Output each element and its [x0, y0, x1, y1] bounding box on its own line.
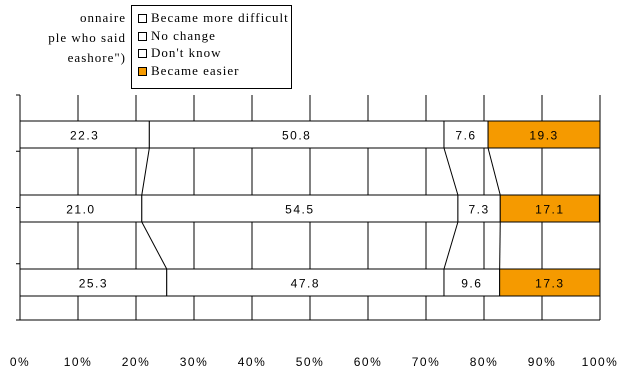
- bar-0-0: [19, 120, 150, 149]
- legend-swatch-easier: [138, 66, 147, 76]
- bar-0-1: [148, 120, 445, 149]
- legend-swatch-more-difficult: [138, 14, 147, 23]
- bar-label-0-0: 22.3: [70, 129, 99, 143]
- bar-label-0-1: 50.8: [282, 129, 311, 143]
- bar-label-1-1: 54.5: [285, 203, 314, 217]
- x-tick-label-9: 90%: [528, 355, 557, 369]
- bar-label-1-3: 17.1: [535, 203, 564, 217]
- legend-label-easier: Became easier: [151, 62, 240, 78]
- x-tick-label-2: 20%: [122, 355, 151, 369]
- x-tick-label-8: 80%: [470, 355, 499, 369]
- bar-2-1: [166, 268, 445, 297]
- bar-label-2-1: 47.8: [291, 277, 320, 291]
- bar-label-2-0: 25.3: [79, 277, 108, 291]
- connector-1-1: [141, 221, 168, 270]
- legend-swatch-no-change: [138, 31, 147, 41]
- connector-0-1: [141, 147, 150, 196]
- bar-label-2-2: 9.6: [461, 277, 482, 291]
- legend: Became more difficult No change Don't kn…: [131, 5, 292, 89]
- bar-label-0-3: 19.3: [529, 129, 558, 143]
- bar-1-0: [19, 194, 143, 223]
- legend-label-more-difficult: Became more difficult: [151, 10, 289, 25]
- legend-item-dont-know: Don't know: [138, 44, 291, 62]
- bar-2-0: [19, 268, 168, 297]
- legend-item-no-change: No change: [138, 27, 291, 45]
- bar-label-0-2: 7.6: [455, 129, 476, 143]
- connector-0-3: [487, 147, 501, 196]
- x-tick-label-6: 60%: [354, 355, 383, 369]
- x-tick-label-1: 10%: [64, 355, 93, 369]
- legend-item-more-difficult: Became more difficult: [138, 9, 291, 27]
- bar-0-3: [487, 120, 601, 149]
- connector-1-3: [499, 221, 501, 270]
- legend-swatch-dont-know: [138, 49, 147, 58]
- legend-item-easier: Became easier: [138, 62, 291, 80]
- note-line-1: onnaire: [80, 10, 126, 25]
- connector-0-2: [443, 147, 459, 196]
- bar-label-1-2: 7.3: [468, 203, 489, 217]
- x-tick-label-3: 30%: [180, 355, 209, 369]
- note-line-3: eashore"): [67, 50, 126, 65]
- legend-label-dont-know: Don't know: [151, 45, 222, 60]
- x-tick-label-0: 0%: [10, 355, 30, 369]
- x-tick-label-5: 50%: [296, 355, 325, 369]
- bar-label-2-3: 17.3: [535, 277, 564, 291]
- connector-1-2: [443, 221, 459, 270]
- note-line-2: ple who said: [48, 30, 126, 45]
- x-tick-label-7: 70%: [412, 355, 441, 369]
- bar-0-2: [443, 120, 489, 149]
- legend-label-no-change: No change: [151, 27, 216, 43]
- bar-1-1: [141, 194, 459, 223]
- bar-2-3: [499, 268, 601, 297]
- x-tick-label-4: 40%: [238, 355, 267, 369]
- bar-1-3: [499, 194, 600, 223]
- x-tick-label-10: 100%: [582, 355, 619, 369]
- bar-label-1-0: 21.0: [66, 203, 95, 217]
- questionnaire-note: onnaire ple who said eashore"): [0, 8, 126, 68]
